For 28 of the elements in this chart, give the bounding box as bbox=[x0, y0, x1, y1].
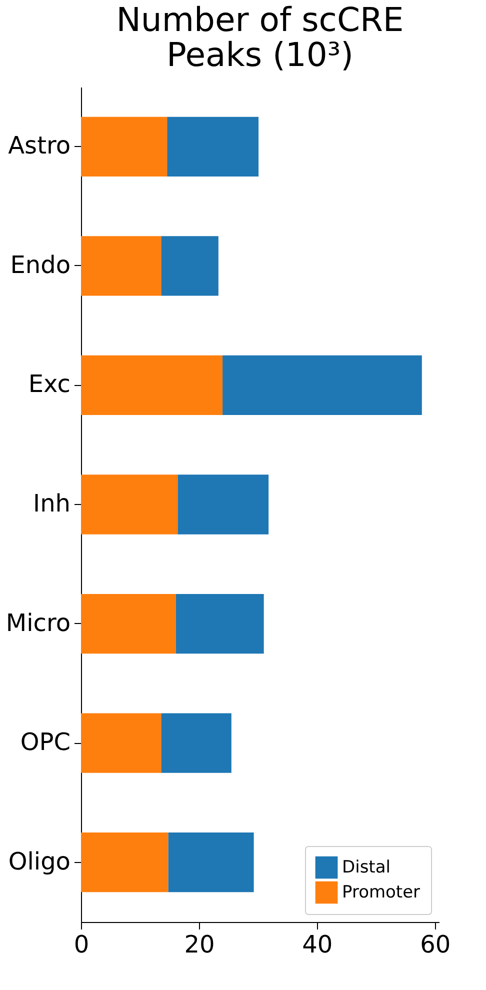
x-tick-label: 0 bbox=[74, 930, 90, 958]
y-tick-label: Exc bbox=[28, 370, 70, 398]
y-tick-label: Endo bbox=[10, 250, 70, 279]
bar bbox=[176, 594, 264, 654]
bar bbox=[81, 236, 162, 296]
y-tick-label: Astro bbox=[8, 132, 70, 160]
y-tick-label: OPC bbox=[20, 728, 70, 756]
bar bbox=[178, 474, 269, 534]
bar bbox=[81, 355, 223, 416]
bar bbox=[81, 713, 162, 773]
bar bbox=[161, 713, 232, 773]
bar bbox=[81, 594, 176, 654]
bar bbox=[168, 832, 254, 892]
legend-label: Promoter bbox=[342, 882, 420, 902]
bar bbox=[81, 832, 168, 892]
x-tick-label: 40 bbox=[302, 930, 333, 958]
bar bbox=[81, 474, 178, 534]
y-tick-label: Micro bbox=[6, 608, 70, 637]
bar bbox=[161, 236, 218, 296]
legend-label: Distal bbox=[342, 858, 390, 878]
bar bbox=[167, 116, 259, 176]
x-tick-label: 60 bbox=[420, 930, 451, 958]
chart-title: Number of scCRE Peaks (10³) bbox=[116, 0, 404, 74]
y-tick-label: Oligo bbox=[8, 847, 70, 876]
bar bbox=[222, 355, 422, 416]
y-tick-label: Inh bbox=[33, 490, 70, 518]
x-tick-label: 20 bbox=[184, 930, 215, 958]
bar bbox=[81, 116, 168, 176]
